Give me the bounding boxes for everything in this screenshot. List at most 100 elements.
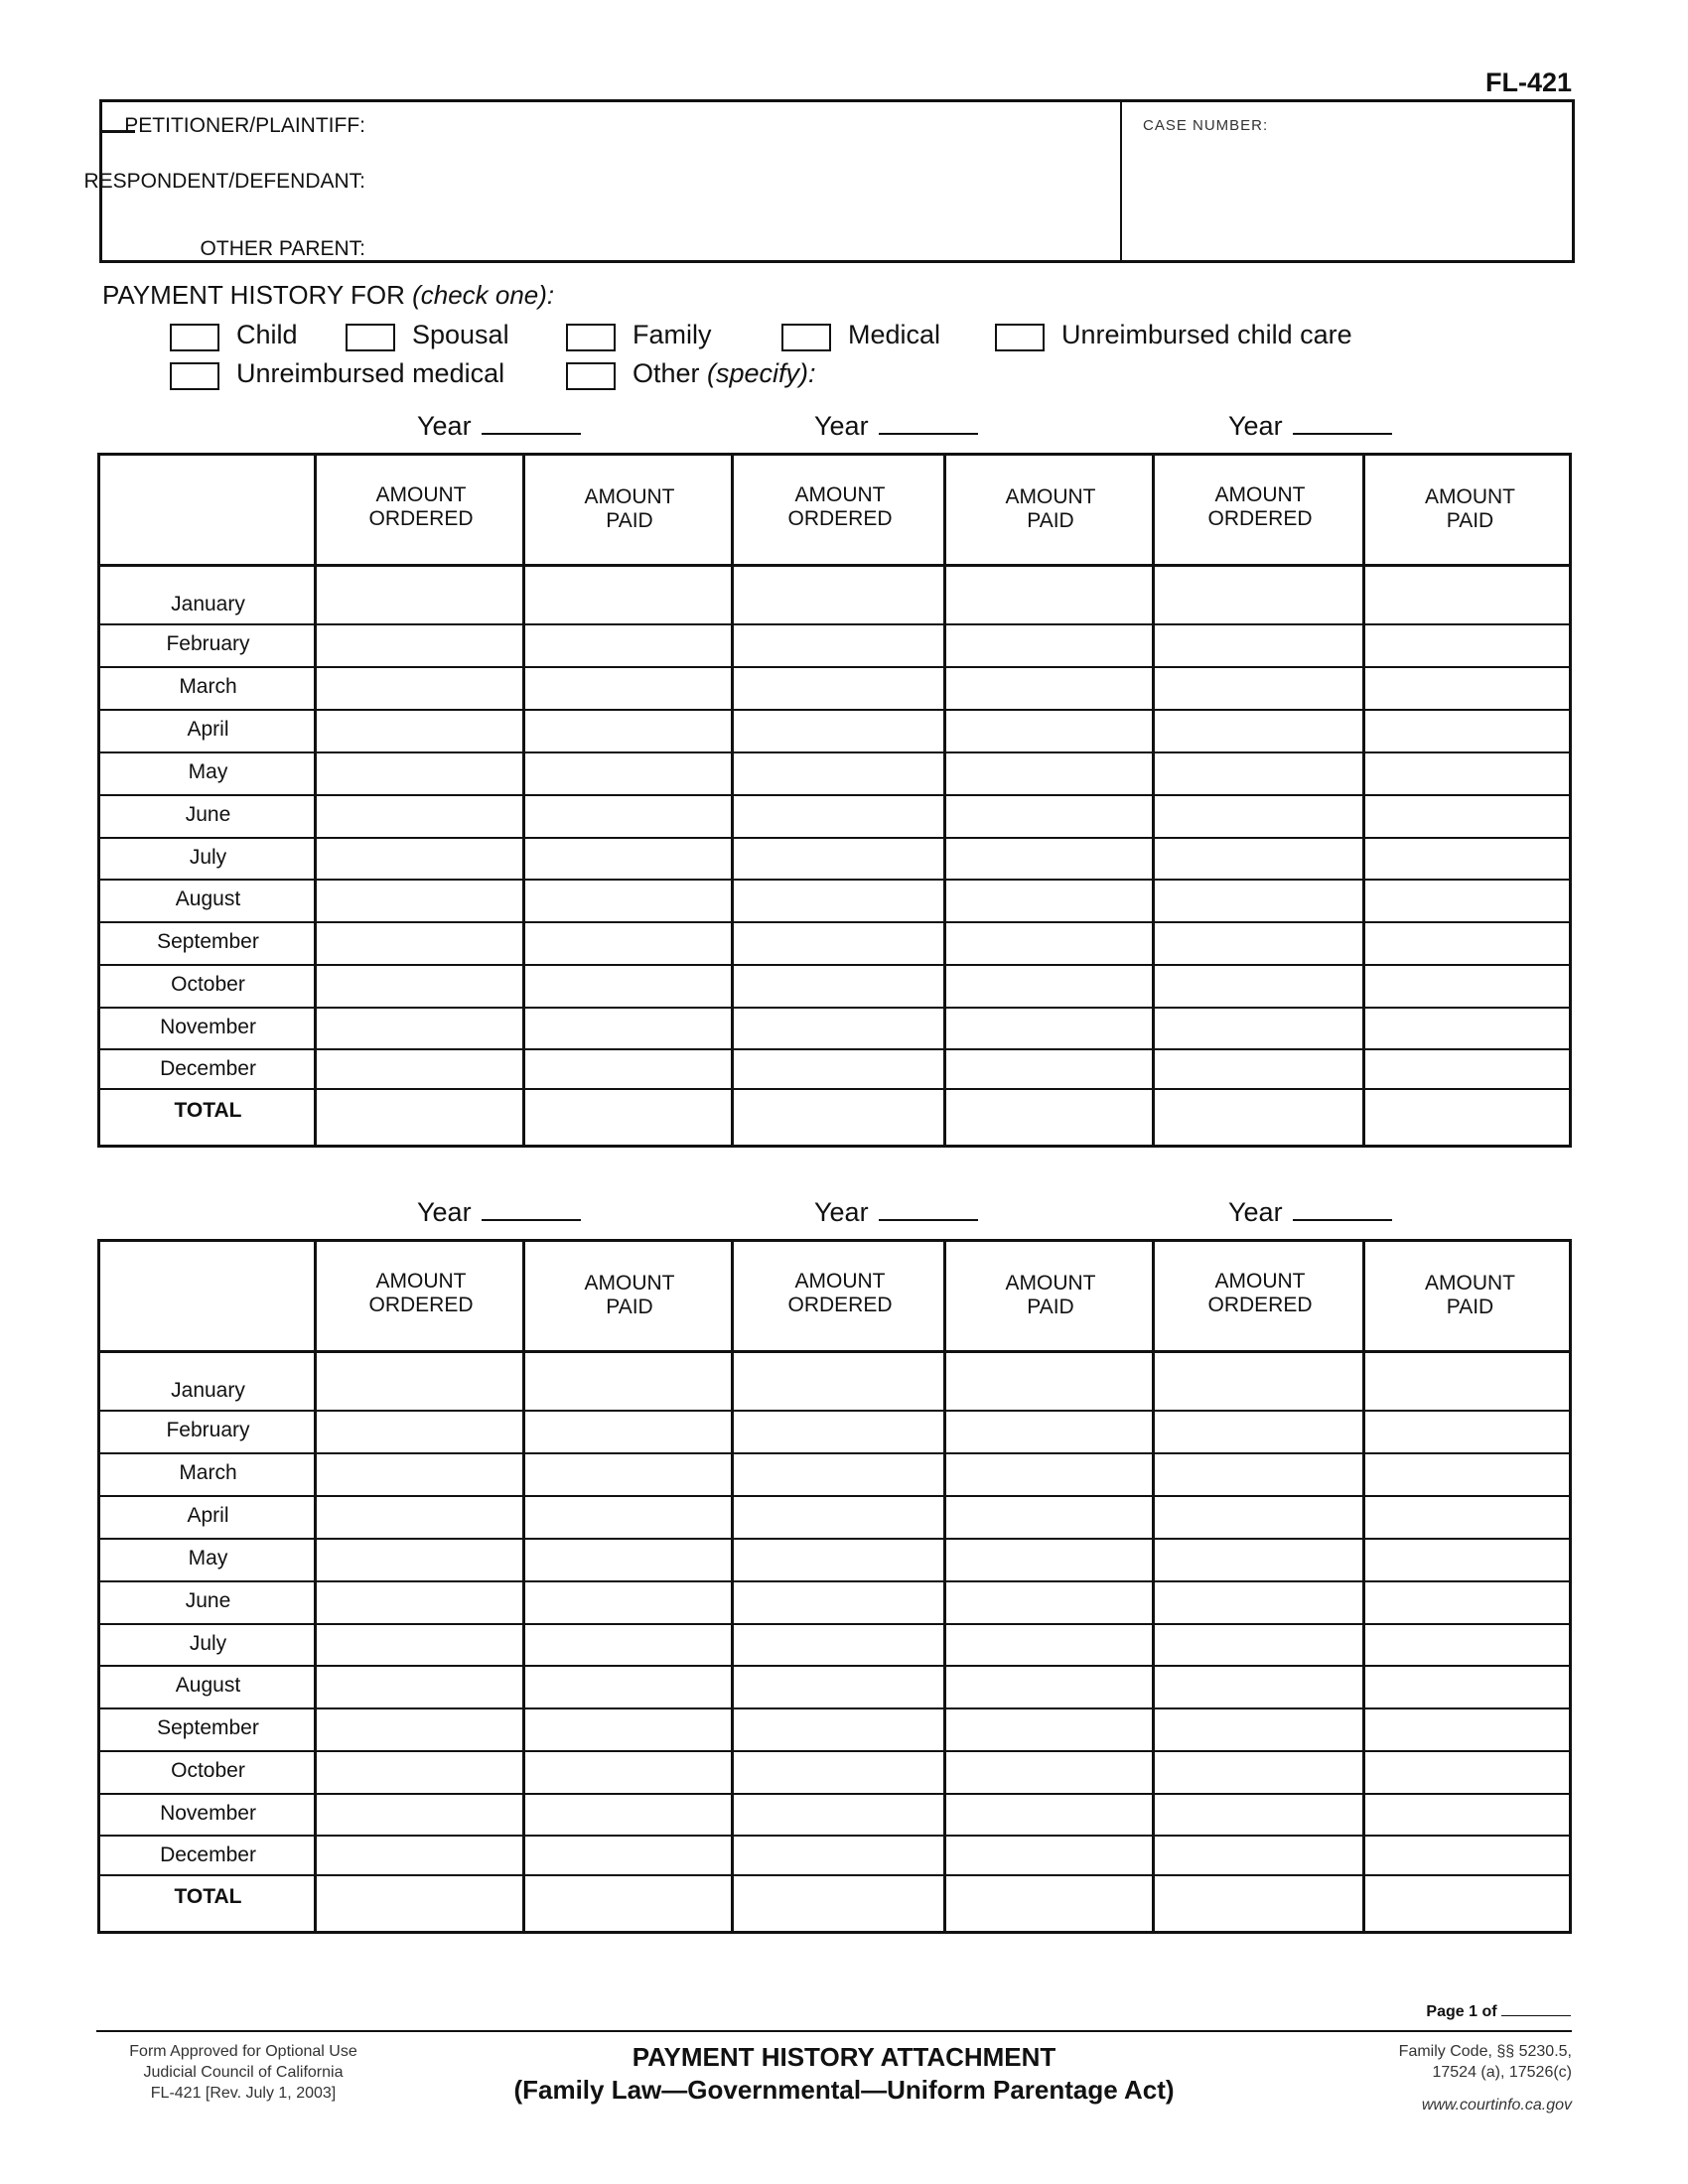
amount-ordered-cell[interactable] xyxy=(1155,1498,1362,1538)
amount-ordered-cell[interactable] xyxy=(734,1541,943,1580)
amount-ordered-cell[interactable] xyxy=(734,626,943,666)
amount-paid-cell[interactable] xyxy=(946,1583,1152,1623)
amount-paid-cell[interactable] xyxy=(525,1583,731,1623)
amount-paid-cell[interactable] xyxy=(1365,1455,1572,1495)
amount-paid-cell[interactable] xyxy=(525,1796,731,1835)
amount-ordered-cell[interactable] xyxy=(317,967,522,1007)
amount-ordered-cell[interactable] xyxy=(317,712,522,751)
amount-ordered-cell[interactable] xyxy=(1155,1877,1362,1934)
amount-paid-cell[interactable] xyxy=(1365,1626,1572,1665)
amount-paid-cell[interactable] xyxy=(1365,1498,1572,1538)
amount-ordered-cell[interactable] xyxy=(734,567,943,623)
amount-ordered-cell[interactable] xyxy=(734,882,943,921)
amount-paid-cell[interactable] xyxy=(1365,797,1572,837)
amount-ordered-cell[interactable] xyxy=(734,1710,943,1750)
amount-paid-cell[interactable] xyxy=(1365,1796,1572,1835)
amount-ordered-cell[interactable] xyxy=(1155,1353,1362,1410)
amount-ordered-cell[interactable] xyxy=(317,626,522,666)
amount-paid-cell[interactable] xyxy=(525,1498,731,1538)
amount-ordered-cell[interactable] xyxy=(734,1583,943,1623)
amount-ordered-cell[interactable] xyxy=(317,1710,522,1750)
amount-ordered-cell[interactable] xyxy=(734,1877,943,1934)
amount-ordered-cell[interactable] xyxy=(1155,1796,1362,1835)
amount-paid-cell[interactable] xyxy=(525,1753,731,1793)
amount-paid-cell[interactable] xyxy=(525,1838,731,1874)
year-input[interactable] xyxy=(878,411,978,435)
amount-paid-cell[interactable] xyxy=(946,1353,1152,1410)
amount-paid-cell[interactable] xyxy=(525,1051,731,1088)
amount-ordered-cell[interactable] xyxy=(734,1413,943,1452)
amount-paid-cell[interactable] xyxy=(525,1541,731,1580)
checkbox-medical[interactable] xyxy=(781,324,831,351)
amount-ordered-cell[interactable] xyxy=(1155,797,1362,837)
amount-paid-cell[interactable] xyxy=(1365,567,1572,623)
amount-ordered-cell[interactable] xyxy=(317,1838,522,1874)
amount-ordered-cell[interactable] xyxy=(734,1668,943,1707)
amount-paid-cell[interactable] xyxy=(525,712,731,751)
amount-ordered-cell[interactable] xyxy=(317,1010,522,1048)
amount-ordered-cell[interactable] xyxy=(1155,754,1362,794)
amount-paid-cell[interactable] xyxy=(1365,1091,1572,1148)
year-input[interactable] xyxy=(878,1197,978,1221)
amount-paid-cell[interactable] xyxy=(1365,669,1572,709)
amount-paid-cell[interactable] xyxy=(946,1010,1152,1048)
amount-paid-cell[interactable] xyxy=(1365,967,1572,1007)
checkbox-family[interactable] xyxy=(566,324,616,351)
amount-ordered-cell[interactable] xyxy=(317,1413,522,1452)
amount-ordered-cell[interactable] xyxy=(734,1051,943,1088)
amount-paid-cell[interactable] xyxy=(525,967,731,1007)
amount-ordered-cell[interactable] xyxy=(1155,1710,1362,1750)
amount-paid-cell[interactable] xyxy=(946,1051,1152,1088)
amount-ordered-cell[interactable] xyxy=(317,1583,522,1623)
amount-ordered-cell[interactable] xyxy=(1155,967,1362,1007)
amount-paid-cell[interactable] xyxy=(525,1626,731,1665)
checkbox-child[interactable] xyxy=(170,324,219,351)
amount-paid-cell[interactable] xyxy=(525,1877,731,1934)
amount-paid-cell[interactable] xyxy=(946,669,1152,709)
amount-paid-cell[interactable] xyxy=(525,1353,731,1410)
amount-ordered-cell[interactable] xyxy=(1155,1668,1362,1707)
amount-paid-cell[interactable] xyxy=(525,754,731,794)
amount-paid-cell[interactable] xyxy=(525,567,731,623)
amount-paid-cell[interactable] xyxy=(525,797,731,837)
checkbox-unreimbursed-medical[interactable] xyxy=(170,362,219,390)
amount-paid-cell[interactable] xyxy=(1365,712,1572,751)
amount-paid-cell[interactable] xyxy=(525,1668,731,1707)
amount-paid-cell[interactable] xyxy=(946,1796,1152,1835)
amount-paid-cell[interactable] xyxy=(946,1498,1152,1538)
amount-ordered-cell[interactable] xyxy=(317,754,522,794)
amount-ordered-cell[interactable] xyxy=(317,1796,522,1835)
amount-ordered-cell[interactable] xyxy=(734,1091,943,1148)
amount-ordered-cell[interactable] xyxy=(734,1626,943,1665)
amount-ordered-cell[interactable] xyxy=(734,1796,943,1835)
amount-paid-cell[interactable] xyxy=(1365,840,1572,879)
amount-paid-cell[interactable] xyxy=(946,967,1152,1007)
amount-ordered-cell[interactable] xyxy=(1155,1838,1362,1874)
year-input[interactable] xyxy=(481,1197,581,1221)
amount-paid-cell[interactable] xyxy=(1365,1877,1572,1934)
amount-paid-cell[interactable] xyxy=(1365,1010,1572,1048)
page-total-blank[interactable] xyxy=(1501,2015,1571,2016)
amount-paid-cell[interactable] xyxy=(525,882,731,921)
amount-ordered-cell[interactable] xyxy=(1155,1455,1362,1495)
amount-paid-cell[interactable] xyxy=(525,1091,731,1148)
checkbox-unreimbursed-child-care[interactable] xyxy=(995,324,1045,351)
amount-ordered-cell[interactable] xyxy=(1155,1541,1362,1580)
amount-paid-cell[interactable] xyxy=(1365,1838,1572,1874)
amount-paid-cell[interactable] xyxy=(525,924,731,964)
amount-paid-cell[interactable] xyxy=(946,1541,1152,1580)
amount-paid-cell[interactable] xyxy=(525,669,731,709)
amount-ordered-cell[interactable] xyxy=(317,1455,522,1495)
amount-paid-cell[interactable] xyxy=(946,924,1152,964)
amount-ordered-cell[interactable] xyxy=(1155,1010,1362,1048)
amount-ordered-cell[interactable] xyxy=(317,1753,522,1793)
amount-paid-cell[interactable] xyxy=(525,1710,731,1750)
amount-paid-cell[interactable] xyxy=(1365,1353,1572,1410)
amount-ordered-cell[interactable] xyxy=(1155,882,1362,921)
amount-ordered-cell[interactable] xyxy=(317,1541,522,1580)
amount-ordered-cell[interactable] xyxy=(317,1877,522,1934)
amount-ordered-cell[interactable] xyxy=(317,797,522,837)
amount-ordered-cell[interactable] xyxy=(317,1353,522,1410)
amount-ordered-cell[interactable] xyxy=(1155,1413,1362,1452)
amount-paid-cell[interactable] xyxy=(1365,626,1572,666)
